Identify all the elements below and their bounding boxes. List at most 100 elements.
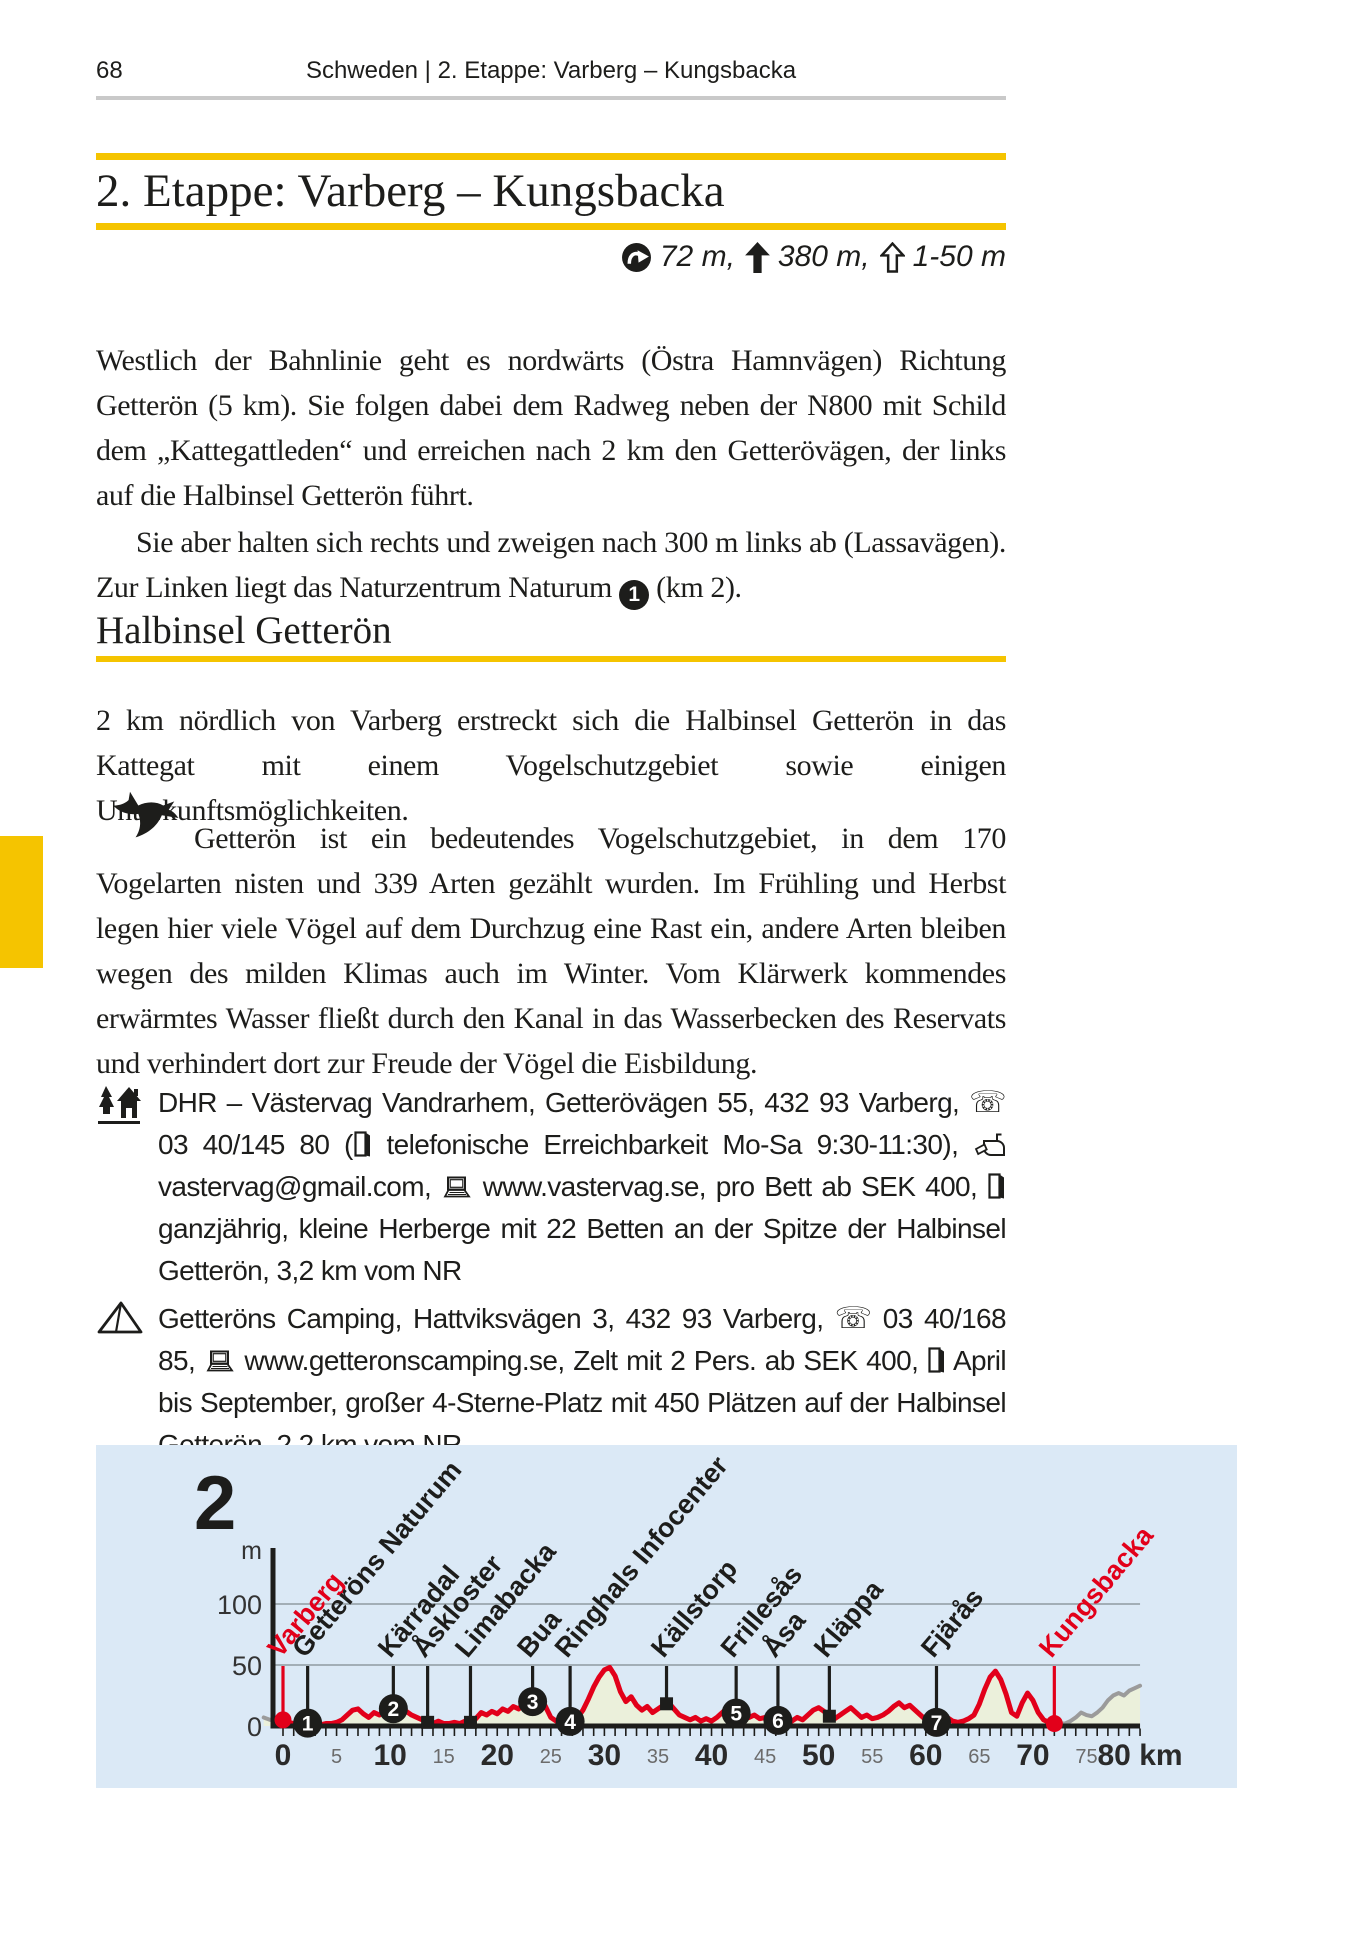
x-tick-label: 60 <box>909 1739 942 1772</box>
listing-text-segment: ganzjährig, kleine Herberge mit 22 Bette… <box>158 1213 1007 1286</box>
y-tick-label: 50 <box>232 1651 262 1681</box>
town-square-marker <box>660 1697 674 1711</box>
listing-text-segment: 03 40/168 85, <box>158 1303 1007 1376</box>
x-tick-label-minor: 5 <box>331 1746 342 1768</box>
laptop-icon <box>443 1176 471 1198</box>
y-axis-unit-label: m <box>241 1537 262 1565</box>
title-bar-top <box>96 153 1006 160</box>
section-heading: Halbinsel Getterön <box>96 609 392 652</box>
phone-icon: ☏ <box>834 1301 873 1336</box>
poi-circle-marker <box>721 1698 751 1728</box>
page-title: 2. Etappe: Varberg – Kungsbacka <box>96 165 725 217</box>
x-tick-label: 70 <box>1016 1739 1049 1772</box>
profile-area-fill <box>263 1667 1141 1726</box>
x-tick-label: 10 <box>373 1739 406 1772</box>
running-title: Schweden | 2. Etappe: Varberg – Kungsbac… <box>305 57 797 84</box>
listing-text-segment: www.vastervag.se, pro Bett ab SEK 400, <box>472 1171 987 1202</box>
x-tick-label: 30 <box>588 1739 621 1772</box>
poi-circle-marker <box>293 1708 323 1738</box>
door-icon <box>354 1131 370 1157</box>
page-number: 68 <box>96 57 123 84</box>
page-edge-tab <box>0 836 43 968</box>
x-tick-label-minor: 25 <box>540 1746 562 1768</box>
x-tick-label: 80 km <box>1098 1739 1183 1772</box>
x-tick-label-minor: 45 <box>754 1746 776 1768</box>
hostel-icon <box>98 1086 141 1124</box>
intro-paragraph: Westlich der Bahnlinie geht es nordwärts… <box>96 344 1006 512</box>
poi-circle-number: 7 <box>931 1712 943 1735</box>
accommodation-listings: DHR – Västervag Vandrarhem, Getterövägen… <box>96 1082 1007 1472</box>
listing-text: Getteröns Camping, Hattviksvägen 3, 432 … <box>158 1298 1007 1466</box>
stat-value: 380 m, <box>777 240 870 273</box>
title-bar-bottom <box>96 223 1006 230</box>
laptop-icon <box>206 1350 234 1372</box>
stage-number-label: 2 <box>194 1461 236 1546</box>
poi-circle-number: 3 <box>527 1691 539 1714</box>
stat-item: 380 m, <box>745 240 870 274</box>
route-endpoint-dot <box>1045 1715 1063 1733</box>
poi-circle-marker <box>378 1694 408 1724</box>
listing-text-segment: 03 40/145 80 ( <box>158 1129 353 1160</box>
bird-paragraph: Getterön ist ein bedeutendes Vogelschutz… <box>96 822 1006 1080</box>
place-label: Kungsbacka <box>1033 1520 1160 1663</box>
altitude-arrow-icon <box>879 241 905 273</box>
stat-item: 1-50 m <box>879 240 1006 274</box>
listing-category-icon <box>96 1300 154 1348</box>
poi-marker-1: 1 <box>619 580 650 610</box>
place-label: Kläppa <box>808 1574 889 1663</box>
x-tick-label: 40 <box>695 1739 728 1772</box>
door-icon <box>928 1347 944 1373</box>
listing-text-segment: www.getteronscamping.se, Zelt mit 2 Pers… <box>235 1345 927 1376</box>
x-tick-label: 50 <box>802 1739 835 1772</box>
poi-circle-marker <box>763 1705 793 1735</box>
poi-circle-number: 5 <box>730 1703 742 1726</box>
listing-category-icon <box>96 1084 154 1140</box>
poi-circle-marker <box>555 1706 585 1736</box>
x-tick-label-minor: 55 <box>861 1746 883 1768</box>
x-tick-label: 0 <box>275 1739 292 1772</box>
elevation-profile-chart: 0 10 20 30 40 50 60 70 80 km 5 15 25 35 45 55 65 75 0 50 10… <box>96 1445 1237 1788</box>
listing-text-segment: Getteröns Camping, Hattviksvägen 3, 432 … <box>158 1303 835 1334</box>
bird-icon <box>113 791 179 838</box>
listing-item: Getteröns Camping, Hattviksvägen 3, 432 … <box>96 1298 1007 1466</box>
place-label: Fjärås <box>915 1583 989 1663</box>
listing-text-segment: DHR – Västervag Vandrarhem, Getterövägen… <box>158 1087 970 1118</box>
listing-text: DHR – Västervag Vandrarhem, Getterövägen… <box>158 1082 1007 1292</box>
stat-value: 72 m, <box>659 240 735 273</box>
listing-text-segment: telefonische Erreichbarkeit Mo-Sa 9:30-1… <box>371 1129 973 1160</box>
town-square-marker <box>463 1715 477 1729</box>
poi-circle-number: 1 <box>302 1713 314 1736</box>
x-tick-label: 20 <box>481 1739 514 1772</box>
listing-item: DHR – Västervag Vandrarhem, Getterövägen… <box>96 1082 1007 1292</box>
x-tick-label-minor: 75 <box>1075 1746 1097 1768</box>
stat-item: 72 m, <box>621 240 735 274</box>
route-paragraph-tail: (km 2). <box>649 571 742 604</box>
x-tick-label-minor: 15 <box>433 1746 455 1768</box>
route-paragraph: Sie aber halten sich rechts und zweigen … <box>96 520 1006 610</box>
poi-circle-marker <box>518 1687 548 1717</box>
poi-circle-number: 2 <box>388 1698 400 1721</box>
title-block: 2. Etappe: Varberg – Kungsbacka <box>96 153 1006 230</box>
section-intro: 2 km nördlich von Varberg erstreckt sich… <box>96 704 1006 827</box>
tent-icon <box>97 1301 143 1334</box>
route-endpoint-dot <box>274 1711 292 1729</box>
poi-circle-marker <box>921 1707 951 1737</box>
ascent-arrow-icon <box>745 241 770 273</box>
listing-text-segment: vastervag@gmail.com, <box>158 1171 441 1202</box>
bird-icon-holder <box>112 790 184 851</box>
running-head-rule <box>96 96 1006 100</box>
phone-icon: ☏ <box>969 1085 1007 1120</box>
stage-stats: 72 m, 380 m, 1-50 m <box>96 240 1006 274</box>
town-square-marker <box>421 1715 435 1729</box>
y-tick-label: 100 <box>217 1590 262 1620</box>
turn-arrow-icon <box>621 242 651 272</box>
mailbox-icon <box>974 1133 1005 1156</box>
x-tick-label-minor: 35 <box>647 1746 669 1768</box>
x-tick-label-minor: 65 <box>968 1746 990 1768</box>
poi-circle-number: 4 <box>564 1711 576 1734</box>
running-head: 68 Schweden | 2. Etappe: Varberg – Kungs… <box>96 57 1006 100</box>
door-icon <box>988 1173 1004 1199</box>
y-tick-label: 0 <box>247 1712 262 1742</box>
profile-line-next-stage <box>1052 1683 1143 1726</box>
